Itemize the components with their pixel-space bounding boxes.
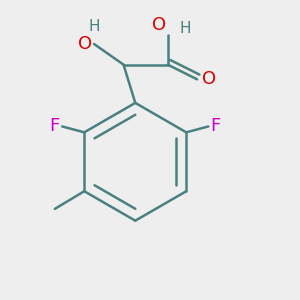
Text: O: O [202,70,216,88]
Text: H: H [179,21,191,36]
Text: O: O [79,35,93,53]
Text: F: F [50,117,60,135]
Text: H: H [88,19,100,34]
Text: F: F [211,117,221,135]
Text: O: O [152,16,166,34]
